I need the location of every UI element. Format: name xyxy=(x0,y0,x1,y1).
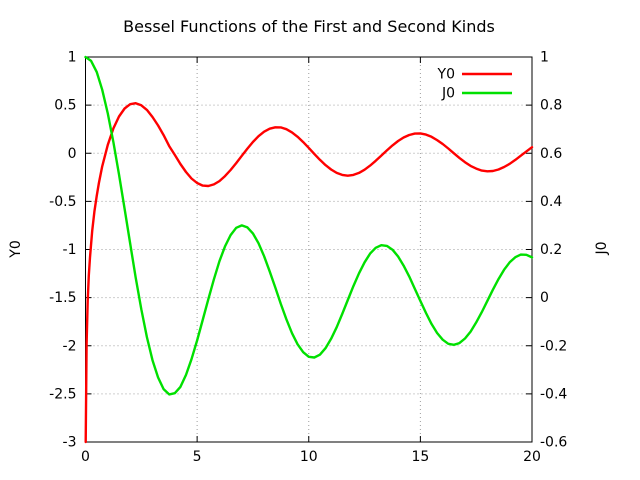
curve-j0 xyxy=(84,55,534,396)
y-right-tick-label: 0.4 xyxy=(540,194,562,210)
y-right-tick-label: -0.6 xyxy=(540,435,567,451)
y-left-tick-label: -0.5 xyxy=(49,194,76,210)
y-left-tick-label: -3 xyxy=(63,435,77,451)
y-right-tick-label: -0.4 xyxy=(540,386,567,402)
y-right-tick-label: -0.2 xyxy=(540,338,567,354)
y-right-tick-label: 1 xyxy=(540,50,549,66)
x-tick-label: 5 xyxy=(193,449,202,465)
y-left-tick-label: 0 xyxy=(68,146,77,162)
chart-title: Bessel Functions of the First and Second… xyxy=(123,17,495,36)
x-tick-label: 10 xyxy=(300,449,318,465)
legend-label: J0 xyxy=(441,86,455,102)
y-right-tick-label: 0 xyxy=(540,290,549,306)
x-tick-label: 0 xyxy=(81,449,90,465)
y-right-tick-label: 0.8 xyxy=(540,98,562,114)
curve-y0 xyxy=(84,101,534,444)
y-left-tick-label: 0.5 xyxy=(54,98,76,114)
x-tick-label: 15 xyxy=(411,449,429,465)
y-left-tick-label: 1 xyxy=(68,50,77,66)
x-tick-label: 20 xyxy=(523,449,541,465)
y-right-tick-label: 0.2 xyxy=(540,242,562,258)
y-left-tick-label: -1.5 xyxy=(49,290,76,306)
y-left-tick-label: -2 xyxy=(63,338,77,354)
y-left-tick-label: -1 xyxy=(63,242,77,258)
y-left-tick-label: -2.5 xyxy=(49,386,76,402)
y-right-tick-label: 0.6 xyxy=(540,146,562,162)
legend-label: Y0 xyxy=(437,67,455,83)
